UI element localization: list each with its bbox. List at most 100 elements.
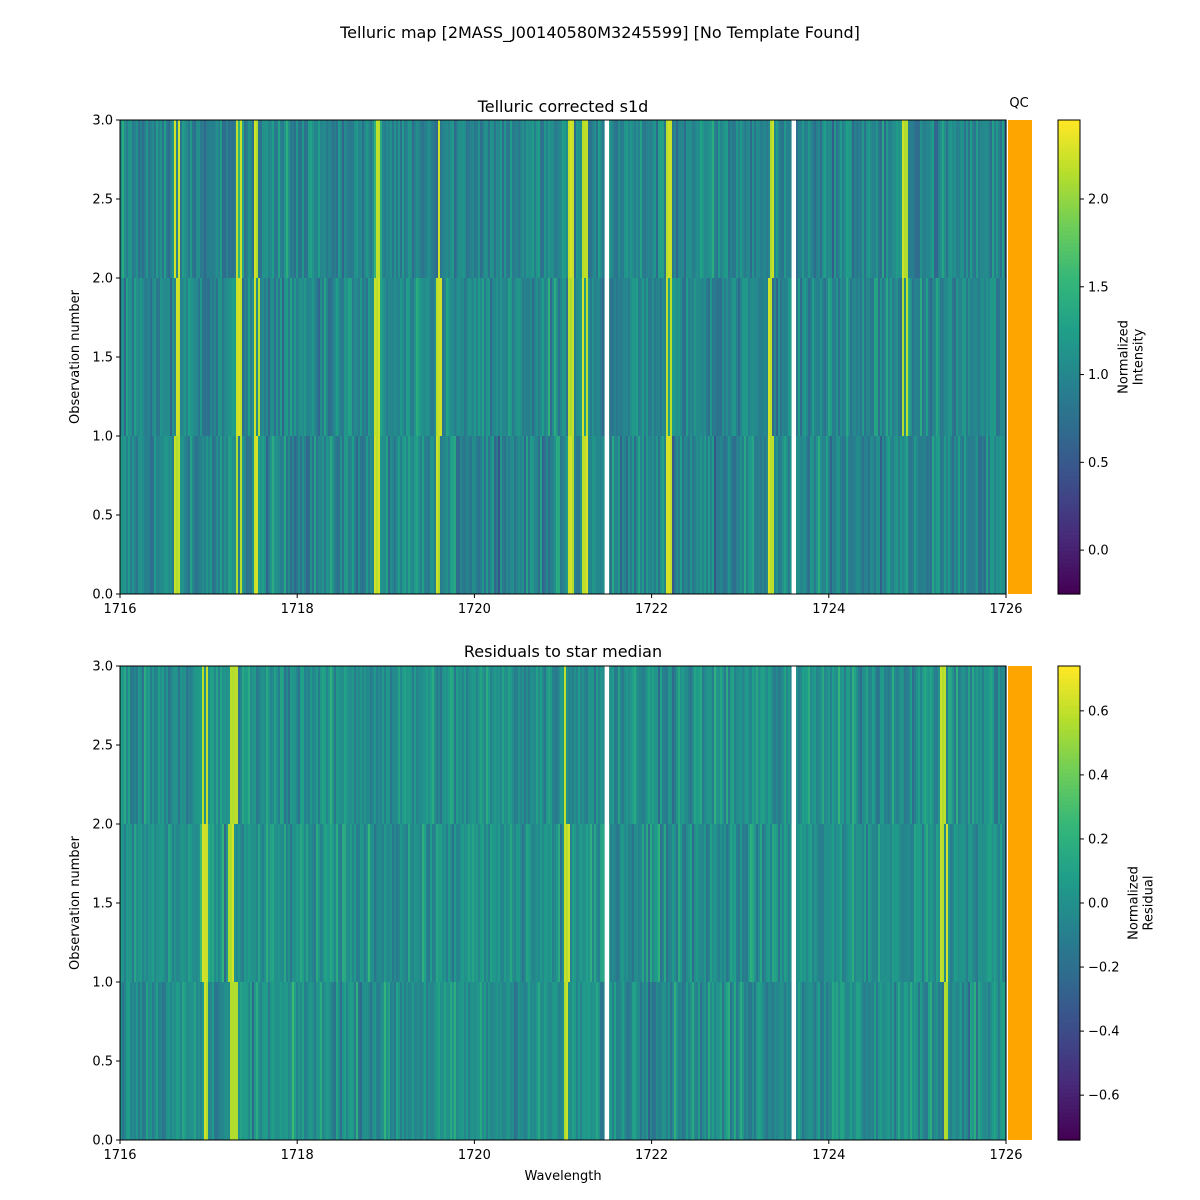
heatmap-cell xyxy=(772,436,775,594)
heatmap-cell xyxy=(692,278,695,436)
heatmap-cell xyxy=(296,278,299,436)
heatmap-cell xyxy=(314,982,317,1140)
heatmap-cell xyxy=(756,278,759,436)
heatmap-cell xyxy=(206,120,209,278)
heatmap-cell xyxy=(524,436,527,594)
heatmap-cell xyxy=(530,824,533,982)
heatmap-cell xyxy=(224,436,227,594)
heatmap-cell xyxy=(924,666,927,824)
heatmap-cell xyxy=(436,824,439,982)
heatmap-cell xyxy=(172,278,175,436)
heatmap-cell xyxy=(800,824,803,982)
colorbar-segment xyxy=(1058,954,1080,959)
colorbar-segment xyxy=(1058,420,1080,425)
heatmap-cell xyxy=(470,982,473,1140)
heatmap-cell xyxy=(588,666,591,824)
heatmap-cell xyxy=(236,120,239,278)
heatmap-cell xyxy=(902,982,905,1140)
heatmap-cell xyxy=(458,982,461,1140)
heatmap-cell xyxy=(458,666,461,824)
heatmap-cell xyxy=(998,278,1001,436)
heatmap-cell xyxy=(490,824,493,982)
heatmap-cell xyxy=(360,824,363,982)
heatmap-cell xyxy=(554,982,557,1140)
heatmap-cell xyxy=(444,436,447,594)
heatmap-cell xyxy=(610,666,613,824)
heatmap-cell xyxy=(182,666,185,824)
heatmap-cell xyxy=(246,824,249,982)
heatmap-cell xyxy=(402,982,405,1140)
heatmap-cell xyxy=(752,982,755,1140)
heatmap-cell xyxy=(594,666,597,824)
heatmap-cell xyxy=(198,982,201,1140)
heatmap-cell xyxy=(830,666,833,824)
heatmap-cell xyxy=(976,436,979,594)
heatmap-cell xyxy=(650,278,653,436)
heatmap-cell xyxy=(462,982,465,1140)
heatmap-cell xyxy=(724,278,727,436)
heatmap-cell xyxy=(412,982,415,1140)
heatmap-cell xyxy=(340,666,343,824)
heatmap-cell xyxy=(742,666,745,824)
heatmap-cell xyxy=(502,666,505,824)
heatmap-cell xyxy=(366,824,369,982)
heatmap-cell xyxy=(228,666,231,824)
colorbar-segment xyxy=(1058,428,1080,433)
heatmap-cell xyxy=(514,278,517,436)
heatmap-cell xyxy=(306,120,309,278)
colorbar-segment xyxy=(1058,392,1080,398)
heatmap-cell xyxy=(780,824,783,982)
colorbar-segment xyxy=(1058,270,1080,275)
x-tick-label: 1716 xyxy=(103,602,136,617)
heatmap-cell xyxy=(426,278,429,436)
heatmap-cell xyxy=(790,824,793,982)
heatmap-cell xyxy=(480,120,483,278)
heatmap-cell xyxy=(408,982,411,1140)
heatmap-cell xyxy=(598,278,601,436)
heatmap-cell xyxy=(864,120,867,278)
heatmap-cell xyxy=(926,278,929,436)
heatmap-cell xyxy=(552,278,555,436)
heatmap-cell xyxy=(1000,824,1003,982)
heatmap-cell xyxy=(196,120,199,278)
heatmap-cell xyxy=(982,120,985,278)
heatmap-cell xyxy=(928,120,931,278)
heatmap-cell xyxy=(674,666,677,824)
heatmap-cell xyxy=(168,120,171,278)
heatmap-cell xyxy=(190,824,193,982)
heatmap-cell xyxy=(738,982,741,1140)
heatmap-cell xyxy=(732,982,735,1140)
heatmap-cell xyxy=(696,120,699,278)
heatmap-cell xyxy=(806,278,809,436)
heatmap-cell xyxy=(686,666,689,824)
heatmap-cell xyxy=(826,982,829,1140)
heatmap-cell xyxy=(622,982,625,1140)
heatmap-cell xyxy=(862,120,865,278)
heatmap-cell xyxy=(908,824,911,982)
heatmap-cell xyxy=(610,436,613,594)
heatmap-cell xyxy=(154,982,157,1140)
heatmap-cell xyxy=(388,666,391,824)
heatmap-cell xyxy=(648,824,651,982)
heatmap-cell xyxy=(670,278,673,436)
heatmap-cell xyxy=(826,278,829,436)
heatmap-cell xyxy=(566,278,569,436)
heatmap-cell xyxy=(998,824,1001,982)
heatmap-cell xyxy=(394,120,397,278)
colorbar-segment xyxy=(1058,412,1080,417)
heatmap-cell xyxy=(752,824,755,982)
heatmap-cell xyxy=(684,278,687,436)
colorbar-segment xyxy=(1058,526,1080,532)
heatmap-cell xyxy=(238,278,241,436)
heatmap-cell xyxy=(728,436,731,594)
heatmap-cell xyxy=(574,824,577,982)
heatmap-cell xyxy=(688,120,691,278)
heatmap-cell xyxy=(538,278,541,436)
heatmap-cell xyxy=(174,666,177,824)
heatmap-cell xyxy=(244,982,247,1140)
heatmap-cell xyxy=(282,436,285,594)
heatmap-cell xyxy=(176,666,179,824)
heatmap-cell xyxy=(522,824,525,982)
heatmap-cell xyxy=(344,120,347,278)
heatmap-cell xyxy=(804,982,807,1140)
